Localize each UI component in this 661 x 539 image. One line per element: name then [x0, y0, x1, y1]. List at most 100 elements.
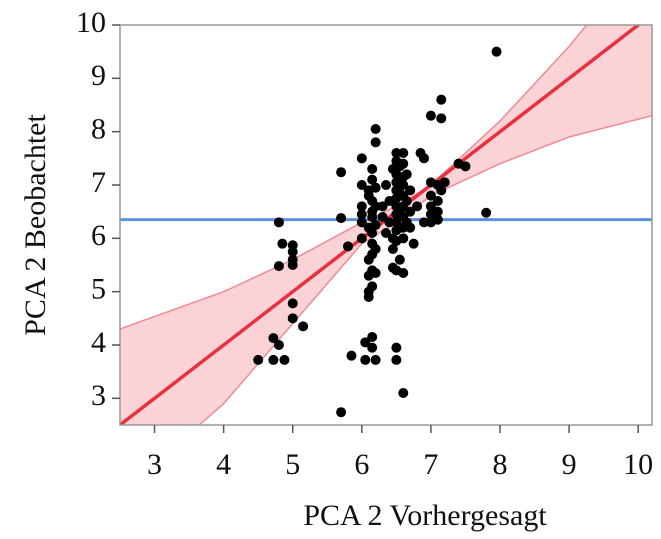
data-point — [391, 148, 402, 158]
x-tick-label: 4 — [216, 448, 231, 481]
y-tick-label: 8 — [91, 113, 106, 146]
data-point — [287, 298, 298, 309]
data-point — [398, 268, 409, 278]
data-point — [356, 209, 367, 220]
data-point — [377, 201, 388, 212]
x-tick-label: 8 — [493, 448, 508, 481]
data-point — [439, 177, 450, 188]
data-point — [394, 254, 405, 265]
data-point — [481, 207, 492, 218]
data-point — [405, 206, 416, 217]
data-point — [401, 169, 412, 180]
y-tick-label: 3 — [91, 379, 106, 412]
data-point — [432, 214, 443, 225]
data-point — [298, 321, 309, 332]
data-point — [367, 212, 378, 222]
data-point — [419, 217, 429, 228]
data-point — [287, 246, 298, 257]
data-point — [381, 228, 391, 238]
data-point — [398, 158, 409, 169]
data-point — [432, 196, 443, 206]
data-point — [273, 217, 284, 228]
data-point — [491, 46, 502, 57]
data-point — [343, 241, 353, 252]
y-tick-label: 5 — [91, 273, 106, 306]
data-point — [253, 354, 264, 365]
data-point — [398, 388, 409, 398]
x-tick-label: 7 — [423, 448, 438, 481]
data-point — [370, 201, 381, 212]
data-point — [401, 196, 412, 206]
data-point — [356, 217, 367, 228]
data-point — [436, 113, 447, 124]
data-point — [370, 354, 381, 365]
data-point — [273, 340, 284, 350]
data-point — [273, 261, 284, 272]
data-point — [336, 407, 347, 418]
data-point — [425, 201, 436, 212]
y-tick-label: 9 — [91, 59, 106, 92]
y-tick-label: 6 — [91, 219, 106, 252]
y-tick-label: 4 — [91, 326, 106, 359]
data-point — [287, 313, 298, 324]
data-point — [460, 161, 471, 172]
data-point — [268, 354, 279, 365]
data-point — [367, 164, 378, 174]
data-point — [398, 148, 409, 158]
data-point — [367, 228, 378, 238]
data-point — [370, 124, 381, 134]
data-point — [336, 213, 347, 224]
y-tick-label: 10 — [76, 6, 106, 39]
y-tick-label: 7 — [91, 166, 106, 199]
data-point — [356, 180, 367, 190]
data-point — [412, 201, 423, 212]
data-point — [356, 233, 367, 244]
data-point — [370, 268, 381, 278]
data-point — [419, 153, 429, 164]
data-point — [346, 350, 357, 361]
data-point — [268, 333, 279, 344]
data-point — [391, 342, 402, 353]
data-point — [405, 185, 416, 196]
data-point — [367, 332, 378, 342]
data-point — [398, 180, 409, 190]
data-point — [356, 153, 367, 164]
data-point — [432, 206, 443, 217]
data-point — [356, 201, 367, 212]
data-point — [370, 220, 381, 230]
data-point — [279, 354, 290, 365]
data-point — [391, 354, 402, 365]
x-tick-label: 3 — [147, 448, 162, 481]
data-point — [370, 137, 381, 148]
x-tick-label: 9 — [562, 448, 577, 481]
x-tick-label: 6 — [354, 448, 369, 481]
plot-area — [120, 25, 652, 425]
x-tick-label: 5 — [285, 448, 300, 481]
data-point — [436, 94, 447, 105]
data-point — [384, 217, 395, 228]
data-point — [405, 222, 416, 233]
data-point — [408, 238, 419, 249]
y-axis-label: PCA 2 Beobachtet — [19, 114, 52, 336]
data-point — [425, 190, 436, 201]
data-point — [381, 180, 391, 190]
data-point — [436, 185, 447, 196]
data-point — [277, 238, 288, 249]
data-point — [367, 281, 378, 292]
x-tick-label: 10 — [623, 448, 653, 481]
data-point — [360, 337, 371, 348]
data-point — [367, 174, 378, 185]
data-point — [360, 354, 371, 365]
data-point — [387, 244, 398, 254]
data-point — [287, 260, 298, 270]
data-point — [425, 110, 436, 121]
data-point — [367, 342, 378, 353]
data-point — [377, 212, 388, 222]
data-point — [398, 233, 409, 244]
data-point — [336, 167, 347, 178]
plot-frame — [119, 24, 653, 426]
data-point — [370, 244, 381, 254]
x-axis-label: PCA 2 Vorhergesagt — [303, 499, 547, 532]
data-point — [370, 182, 381, 193]
